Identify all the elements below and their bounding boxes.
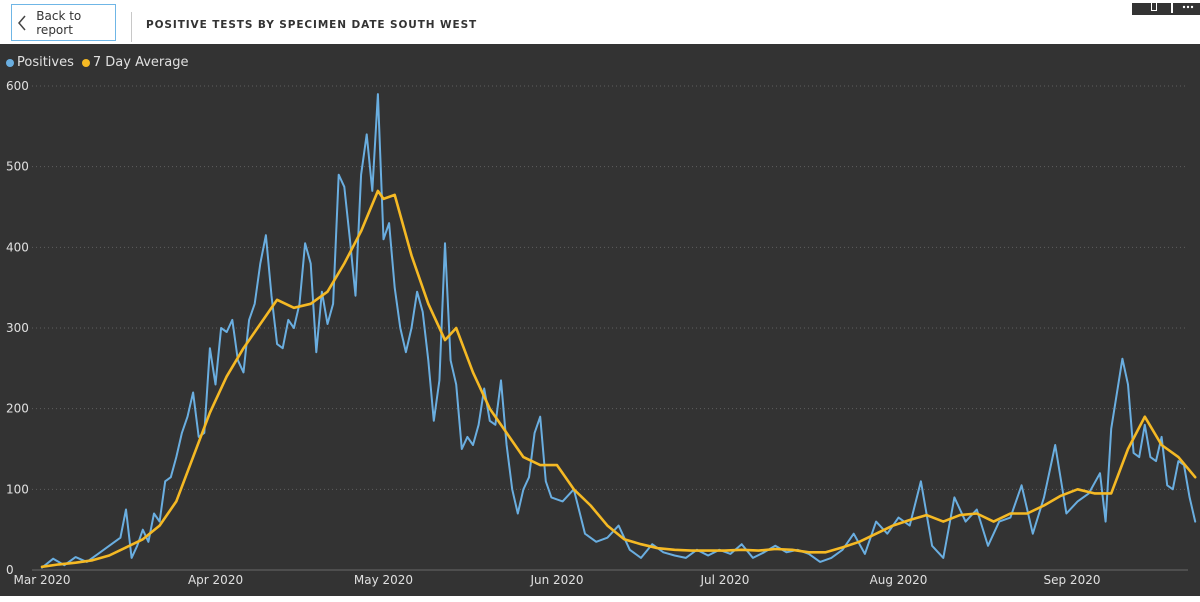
chart-legend: Positives 7 Day Average xyxy=(6,55,196,70)
y-tick-label-600: 600 xyxy=(6,79,29,93)
y-tick-label-400: 400 xyxy=(6,240,29,254)
y-tick-label-300: 300 xyxy=(6,321,29,335)
series-line-positives xyxy=(41,93,1197,569)
x-tick-label-sep-2020: Sep 2020 xyxy=(1044,573,1101,587)
x-tick-label-jul-2020: Jul 2020 xyxy=(700,573,750,587)
chart-area xyxy=(0,44,1200,596)
legend-label-positives: Positives xyxy=(17,55,74,70)
visual-options-icons[interactable] xyxy=(1132,0,1200,15)
legend-marker-positives xyxy=(6,58,14,67)
x-tick-label-may-2020: May 2020 xyxy=(354,573,413,587)
x-tick-label-aug-2020: Aug 2020 xyxy=(870,573,928,587)
footer-strip xyxy=(0,596,1200,602)
x-tick-label-apr-2020: Apr 2020 xyxy=(188,573,243,587)
legend-item-positives[interactable]: Positives xyxy=(6,55,74,70)
y-tick-label-0: 0 xyxy=(6,563,14,577)
top-bar: Back to report POSITIVE TESTS BY SPECIME… xyxy=(0,0,1200,44)
line-chart: 0 100 200 300 400 500 600 Mar 2020 Apr 2020 May 2… xyxy=(6,79,1197,587)
x-tick-label-jun-2020: Jun 2020 xyxy=(529,573,583,587)
page-title: POSITIVE TESTS BY SPECIMEN DATE SOUTH WE… xyxy=(146,19,478,31)
legend-label-7-day-average: 7 Day Average xyxy=(92,55,189,70)
legend-marker-7-day-average xyxy=(81,58,90,67)
x-tick-label-mar-2020: Mar 2020 xyxy=(14,573,71,587)
y-tick-label-200: 200 xyxy=(6,402,29,416)
back-to-report-button[interactable]: Back to report xyxy=(11,4,116,41)
chevron-left-icon xyxy=(12,4,32,41)
back-button-label: Back to report xyxy=(36,8,82,37)
header-divider xyxy=(131,12,132,42)
legend-item-7-day-average[interactable]: 7 Day Average xyxy=(81,55,189,70)
y-tick-label-100: 100 xyxy=(6,482,29,496)
y-tick-label-500: 500 xyxy=(6,160,29,174)
